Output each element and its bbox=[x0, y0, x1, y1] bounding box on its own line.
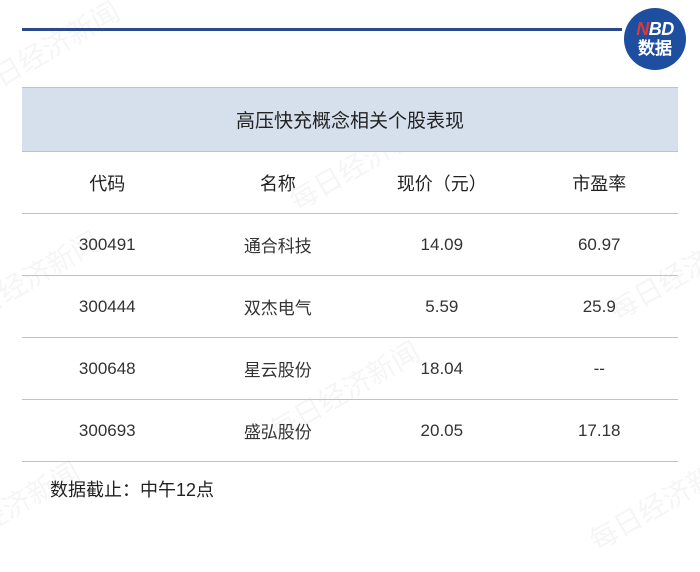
cell-price: 18.04 bbox=[363, 359, 520, 379]
cell-code: 300693 bbox=[22, 421, 193, 441]
cell-name: 双杰电气 bbox=[193, 294, 364, 319]
top-rule bbox=[22, 28, 622, 31]
cell-pe: 25.9 bbox=[521, 297, 678, 317]
logo-line1: NBD bbox=[636, 20, 674, 38]
cell-price: 5.59 bbox=[363, 297, 520, 317]
nbd-logo: NBD 数据 bbox=[624, 8, 686, 70]
content: 高压快充概念相关个股表现 代码 名称 现价（元） 市盈率 300491 通合科技… bbox=[0, 0, 700, 502]
col-header-code: 代码 bbox=[22, 170, 193, 196]
stock-table: 高压快充概念相关个股表现 代码 名称 现价（元） 市盈率 300491 通合科技… bbox=[22, 87, 678, 462]
cell-code: 300444 bbox=[22, 297, 193, 317]
cell-name: 盛弘股份 bbox=[193, 418, 364, 443]
table-footnote: 数据截止：中午12点 bbox=[22, 462, 678, 502]
table-row: 300444 双杰电气 5.59 25.9 bbox=[22, 276, 678, 338]
table-row: 300693 盛弘股份 20.05 17.18 bbox=[22, 400, 678, 462]
cell-price: 20.05 bbox=[363, 421, 520, 441]
logo-bd: BD bbox=[649, 19, 674, 39]
logo-line2: 数据 bbox=[638, 40, 672, 59]
table-row: 300648 星云股份 18.04 -- bbox=[22, 338, 678, 400]
col-header-name: 名称 bbox=[193, 170, 364, 196]
cell-pe: 60.97 bbox=[521, 235, 678, 255]
table-header-row: 代码 名称 现价（元） 市盈率 bbox=[22, 152, 678, 214]
col-header-pe: 市盈率 bbox=[521, 170, 678, 196]
cell-name: 通合科技 bbox=[193, 232, 364, 257]
logo-n: N bbox=[636, 19, 649, 39]
col-header-price: 现价（元） bbox=[363, 170, 520, 196]
cell-code: 300491 bbox=[22, 235, 193, 255]
table-row: 300491 通合科技 14.09 60.97 bbox=[22, 214, 678, 276]
cell-code: 300648 bbox=[22, 359, 193, 379]
cell-name: 星云股份 bbox=[193, 356, 364, 381]
cell-pe: 17.18 bbox=[521, 421, 678, 441]
cell-pe: -- bbox=[521, 359, 678, 379]
cell-price: 14.09 bbox=[363, 235, 520, 255]
table-title: 高压快充概念相关个股表现 bbox=[22, 87, 678, 152]
